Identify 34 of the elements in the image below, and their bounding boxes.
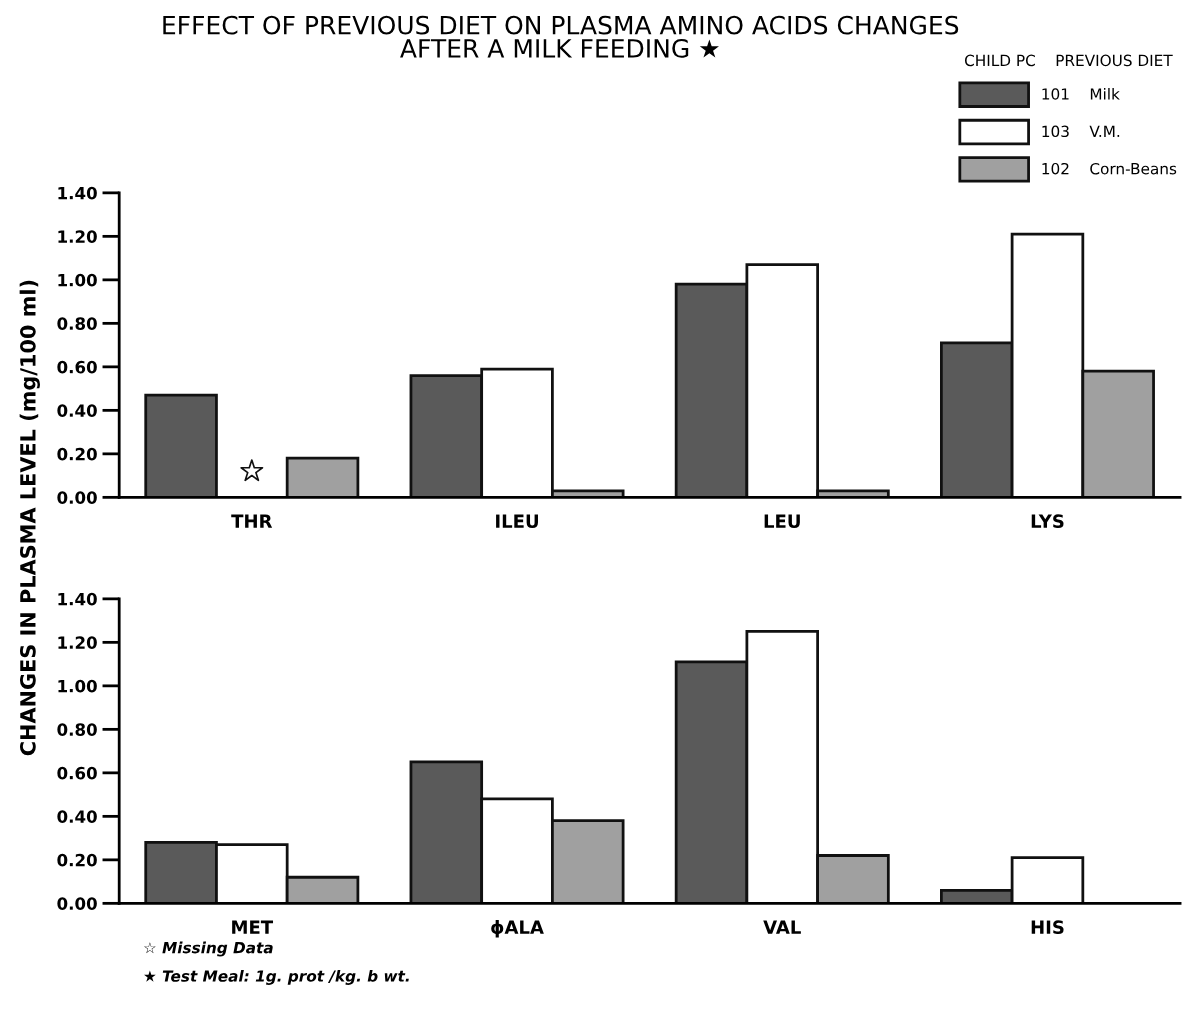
legend-label: 101 Milk xyxy=(1042,87,1120,100)
legend-label: 102 Corn-Beans xyxy=(1042,162,1177,175)
legend-title: CHILD PC PREVIOUS DIET xyxy=(964,54,1173,67)
y-tick-label: 1.00 xyxy=(58,679,97,693)
bar xyxy=(144,393,218,498)
y-tick-label: 1.40 xyxy=(58,186,97,200)
y-tick-label: 0.40 xyxy=(57,404,97,417)
y-tick-label: 1.00 xyxy=(58,273,97,287)
x-tick-label: VAL xyxy=(763,920,801,934)
y-tick-label: 0.00 xyxy=(57,897,97,910)
x-tick-label: THR xyxy=(231,514,273,528)
x-tick-label: LEU xyxy=(764,514,800,528)
y-tick-label: 0.20 xyxy=(57,853,97,867)
y-tick-label: 0.80 xyxy=(57,723,97,736)
y-tick-label: 0.00 xyxy=(57,491,97,504)
x-tick-label: HIS xyxy=(1031,920,1064,934)
y-tick-label: 0.60 xyxy=(57,360,97,374)
x-tick-label: MET xyxy=(232,920,274,934)
y-tick-label: 1.20 xyxy=(58,636,97,649)
text: ★ Test Meal: 1g. prot /kg. b wt. xyxy=(144,969,409,985)
y-tick-label: 0.80 xyxy=(57,317,97,330)
y-tick-label: 0.20 xyxy=(57,447,97,461)
y-tick-label: 0.40 xyxy=(57,810,97,823)
bar xyxy=(285,456,360,498)
y-tick-label: 1.20 xyxy=(58,230,97,243)
y-axis-title: CHANGES IN PLASMA LEVEL (mg/100 ml) xyxy=(19,280,40,756)
y-tick-label: 0.60 xyxy=(57,766,97,780)
x-tick-label: ϕALA xyxy=(491,920,544,938)
text: ☆ Missing Data xyxy=(144,941,273,957)
y-tick-label: 1.40 xyxy=(58,592,97,606)
x-tick-label: ILEU xyxy=(496,514,538,528)
chart-title: EFFECT OF PREVIOUS DIET ON PLASMA AMINO ACIDS CHANGES AFTER A MILK FEEDING ★ xyxy=(163,15,959,58)
legend-label: 103 V.M. xyxy=(1042,125,1120,138)
x-tick-label: LYS xyxy=(1031,514,1064,528)
